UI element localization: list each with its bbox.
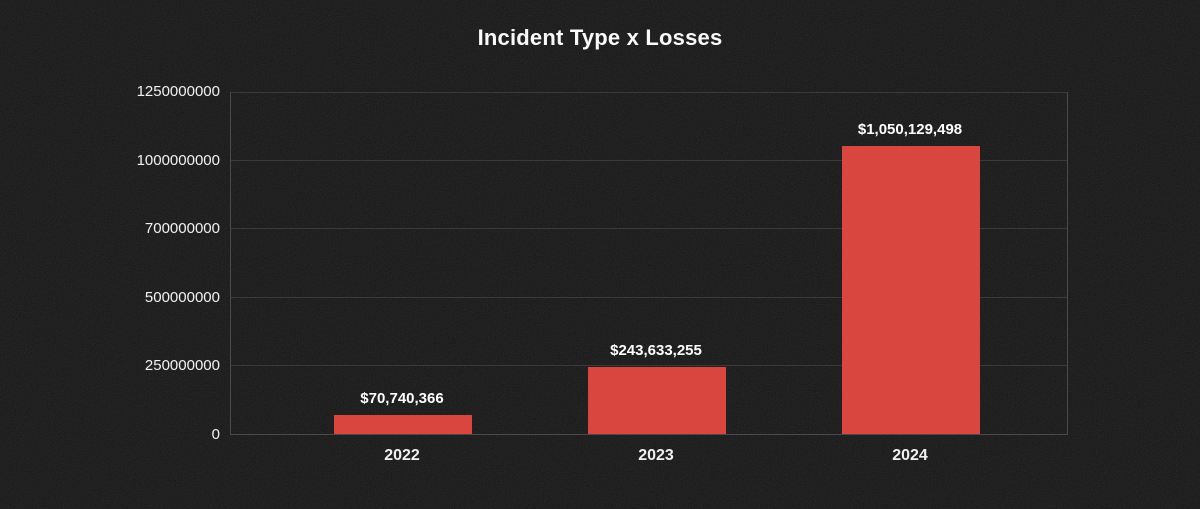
- x-tick-label-2023: 2023: [638, 447, 674, 464]
- bar-value-label: $70,740,366: [360, 390, 444, 407]
- chart-title: Incident Type x Losses: [477, 25, 723, 50]
- gridline: [231, 92, 1067, 93]
- bar-2024[interactable]: [842, 146, 980, 434]
- x-tick-label-2022: 2022: [384, 447, 420, 464]
- y-tick-label: 1250000000: [136, 83, 220, 100]
- y-tick-label: 500000000: [144, 288, 220, 306]
- y-tick-label: 250000000: [144, 357, 220, 375]
- y-tick-label: 0: [211, 426, 220, 443]
- y-tick-label: 1000000000: [136, 151, 220, 169]
- bar-value-label: $1,050,129,498: [857, 121, 963, 138]
- bar-value-label: $243,633,255: [610, 342, 702, 359]
- y-tick-label: 700000000: [144, 220, 220, 238]
- x-tick-label-2024: 2024: [892, 447, 928, 464]
- bar-2023[interactable]: [588, 367, 726, 434]
- plot-area: [230, 92, 1068, 435]
- bar-2022[interactable]: [334, 415, 472, 434]
